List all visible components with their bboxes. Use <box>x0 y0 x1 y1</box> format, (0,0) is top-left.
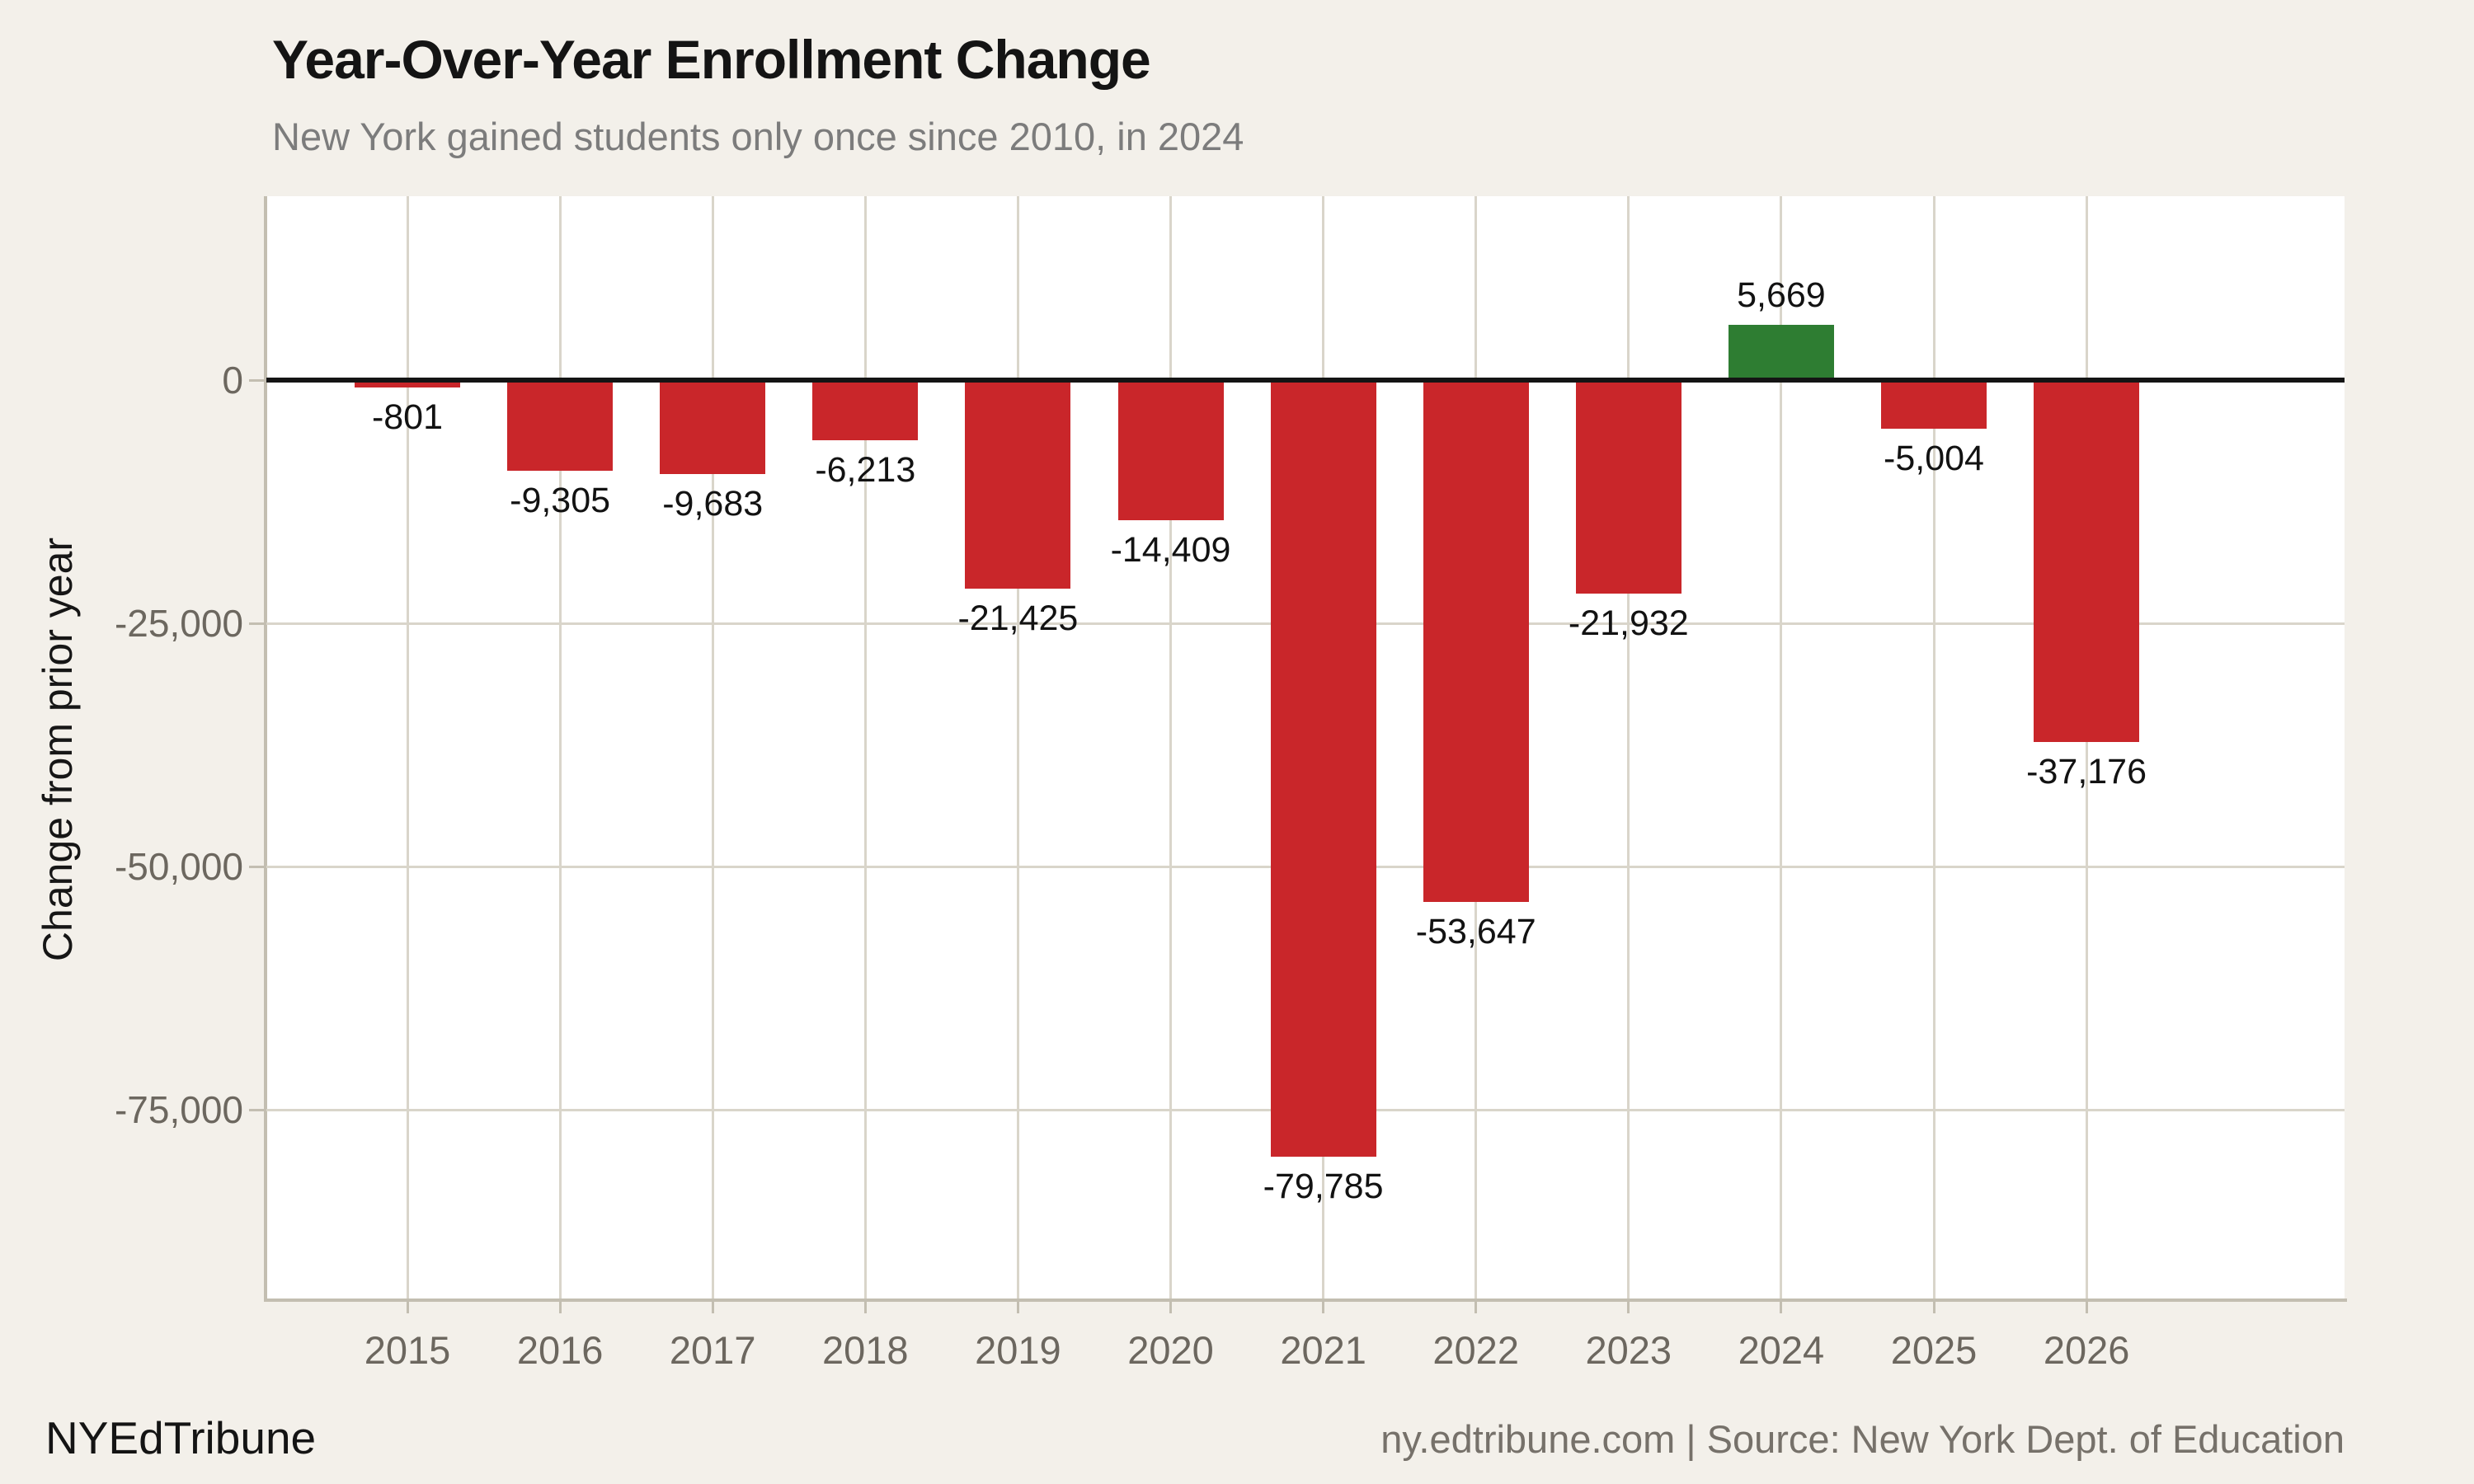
footer-attribution: ny.edtribune.com | Source: New York Dept… <box>1380 1417 2345 1461</box>
x-tick-2020 <box>1169 1302 1172 1313</box>
x-tick-label-2021: 2021 <box>1280 1328 1366 1372</box>
gridline-v-2015 <box>406 196 409 1298</box>
x-tick-label-2020: 2020 <box>1127 1328 1214 1372</box>
x-tick-label-2024: 2024 <box>1738 1328 1825 1372</box>
x-tick-2019 <box>1016 1302 1019 1313</box>
x-tick-2023 <box>1627 1302 1630 1313</box>
bar-2018 <box>812 380 919 441</box>
y-tick--25000 <box>249 622 264 625</box>
gridline-v-2018 <box>863 196 867 1298</box>
x-tick-2022 <box>1475 1302 1478 1313</box>
zero-baseline <box>266 378 2345 383</box>
y-tick-0 <box>249 378 264 382</box>
x-tick-2017 <box>711 1302 714 1313</box>
bar-2024 <box>1728 325 1834 381</box>
x-tick-2016 <box>558 1302 562 1313</box>
x-tick-label-2025: 2025 <box>1890 1328 1978 1372</box>
bar-2026 <box>2034 380 2140 742</box>
bar-2023 <box>1575 380 1681 594</box>
value-label-2021: -79,785 <box>1263 1166 1384 1206</box>
chart-subtitle: New York gained students only once since… <box>272 115 1244 158</box>
gridline-v-2016 <box>558 196 562 1298</box>
value-label-2024: 5,669 <box>1737 275 1826 316</box>
x-tick-2018 <box>863 1302 867 1313</box>
x-tick-label-2015: 2015 <box>364 1328 451 1372</box>
value-label-2018: -6,213 <box>815 450 916 491</box>
footer-brand: NYEdTribune <box>45 1412 317 1463</box>
y-tick--75000 <box>249 1108 264 1111</box>
x-tick-2021 <box>1322 1302 1325 1313</box>
x-tick-label-2019: 2019 <box>975 1328 1061 1372</box>
y-tick-label--50000: -50,000 <box>114 845 243 889</box>
bar-2020 <box>1117 380 1224 521</box>
y-axis-title: Change from prior year <box>35 537 81 962</box>
y-tick-label-0: 0 <box>222 359 243 402</box>
value-label-2016: -9,305 <box>510 480 611 520</box>
value-label-2017: -9,683 <box>662 484 764 524</box>
x-tick-2025 <box>1932 1302 1935 1313</box>
value-label-2025: -5,004 <box>1884 439 1984 479</box>
bar-2022 <box>1423 380 1529 903</box>
chart-title: Year-Over-Year Enrollment Change <box>272 29 1151 90</box>
x-tick-label-2023: 2023 <box>1585 1328 1672 1372</box>
plot-area: -801 -9,305 -9,683 -6,213 -21,425 -14,409 -79,… <box>249 196 2347 1313</box>
gridline-v-2024 <box>1780 196 1783 1298</box>
gridline-v-2026 <box>2085 196 2088 1298</box>
gridline-v-2025 <box>1932 196 1935 1298</box>
y-tick-label--25000: -25,000 <box>114 602 243 646</box>
gridline-v-2023 <box>1627 196 1630 1298</box>
gridline-v-2019 <box>1016 196 1019 1298</box>
y-axis-line <box>264 196 267 1302</box>
value-label-2020: -14,409 <box>1110 530 1231 571</box>
y-tick--50000 <box>249 865 264 868</box>
x-tick-2015 <box>406 1302 409 1313</box>
bar-2017 <box>660 380 766 475</box>
gridline-v-2017 <box>711 196 714 1298</box>
x-tick-label-2017: 2017 <box>669 1328 756 1372</box>
bar-2015 <box>355 380 460 388</box>
bar-2025 <box>1881 380 1987 430</box>
y-tick-label--75000: -75,000 <box>114 1088 243 1132</box>
x-tick-label-2026: 2026 <box>2043 1328 2130 1372</box>
x-tick-label-2022: 2022 <box>1432 1328 1519 1372</box>
bar-2019 <box>965 380 1071 589</box>
x-tick-label-2018: 2018 <box>822 1328 909 1372</box>
bar-2021 <box>1270 380 1376 1157</box>
value-label-2015: -801 <box>371 397 444 438</box>
x-tick-2024 <box>1780 1302 1783 1313</box>
x-tick-label-2016: 2016 <box>516 1328 604 1372</box>
value-label-2019: -21,425 <box>957 598 1079 638</box>
value-label-2022: -53,647 <box>1415 912 1536 952</box>
x-axis-line <box>264 1298 2347 1302</box>
x-tick-2026 <box>2085 1302 2088 1313</box>
value-label-2023: -21,932 <box>1568 603 1689 643</box>
gridline-v-2020 <box>1169 196 1172 1298</box>
value-label-2026: -37,176 <box>2026 751 2147 791</box>
bar-2016 <box>507 380 614 471</box>
